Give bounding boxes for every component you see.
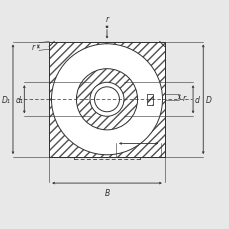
Text: D₁: D₁ bbox=[2, 95, 11, 104]
Bar bbox=[49, 42, 164, 157]
Text: D: D bbox=[205, 95, 211, 104]
Bar bbox=[49, 42, 164, 157]
Circle shape bbox=[94, 87, 119, 112]
Text: r: r bbox=[182, 93, 185, 102]
Text: d₁: d₁ bbox=[15, 95, 23, 104]
Text: B: B bbox=[104, 188, 109, 197]
Bar bbox=[49, 42, 164, 157]
Text: d: d bbox=[193, 95, 198, 104]
Circle shape bbox=[76, 69, 137, 130]
Text: r: r bbox=[105, 15, 108, 24]
Text: r: r bbox=[136, 131, 140, 140]
Circle shape bbox=[51, 45, 162, 155]
Text: r: r bbox=[32, 43, 35, 52]
Bar bbox=[146, 94, 153, 105]
Circle shape bbox=[90, 83, 123, 117]
